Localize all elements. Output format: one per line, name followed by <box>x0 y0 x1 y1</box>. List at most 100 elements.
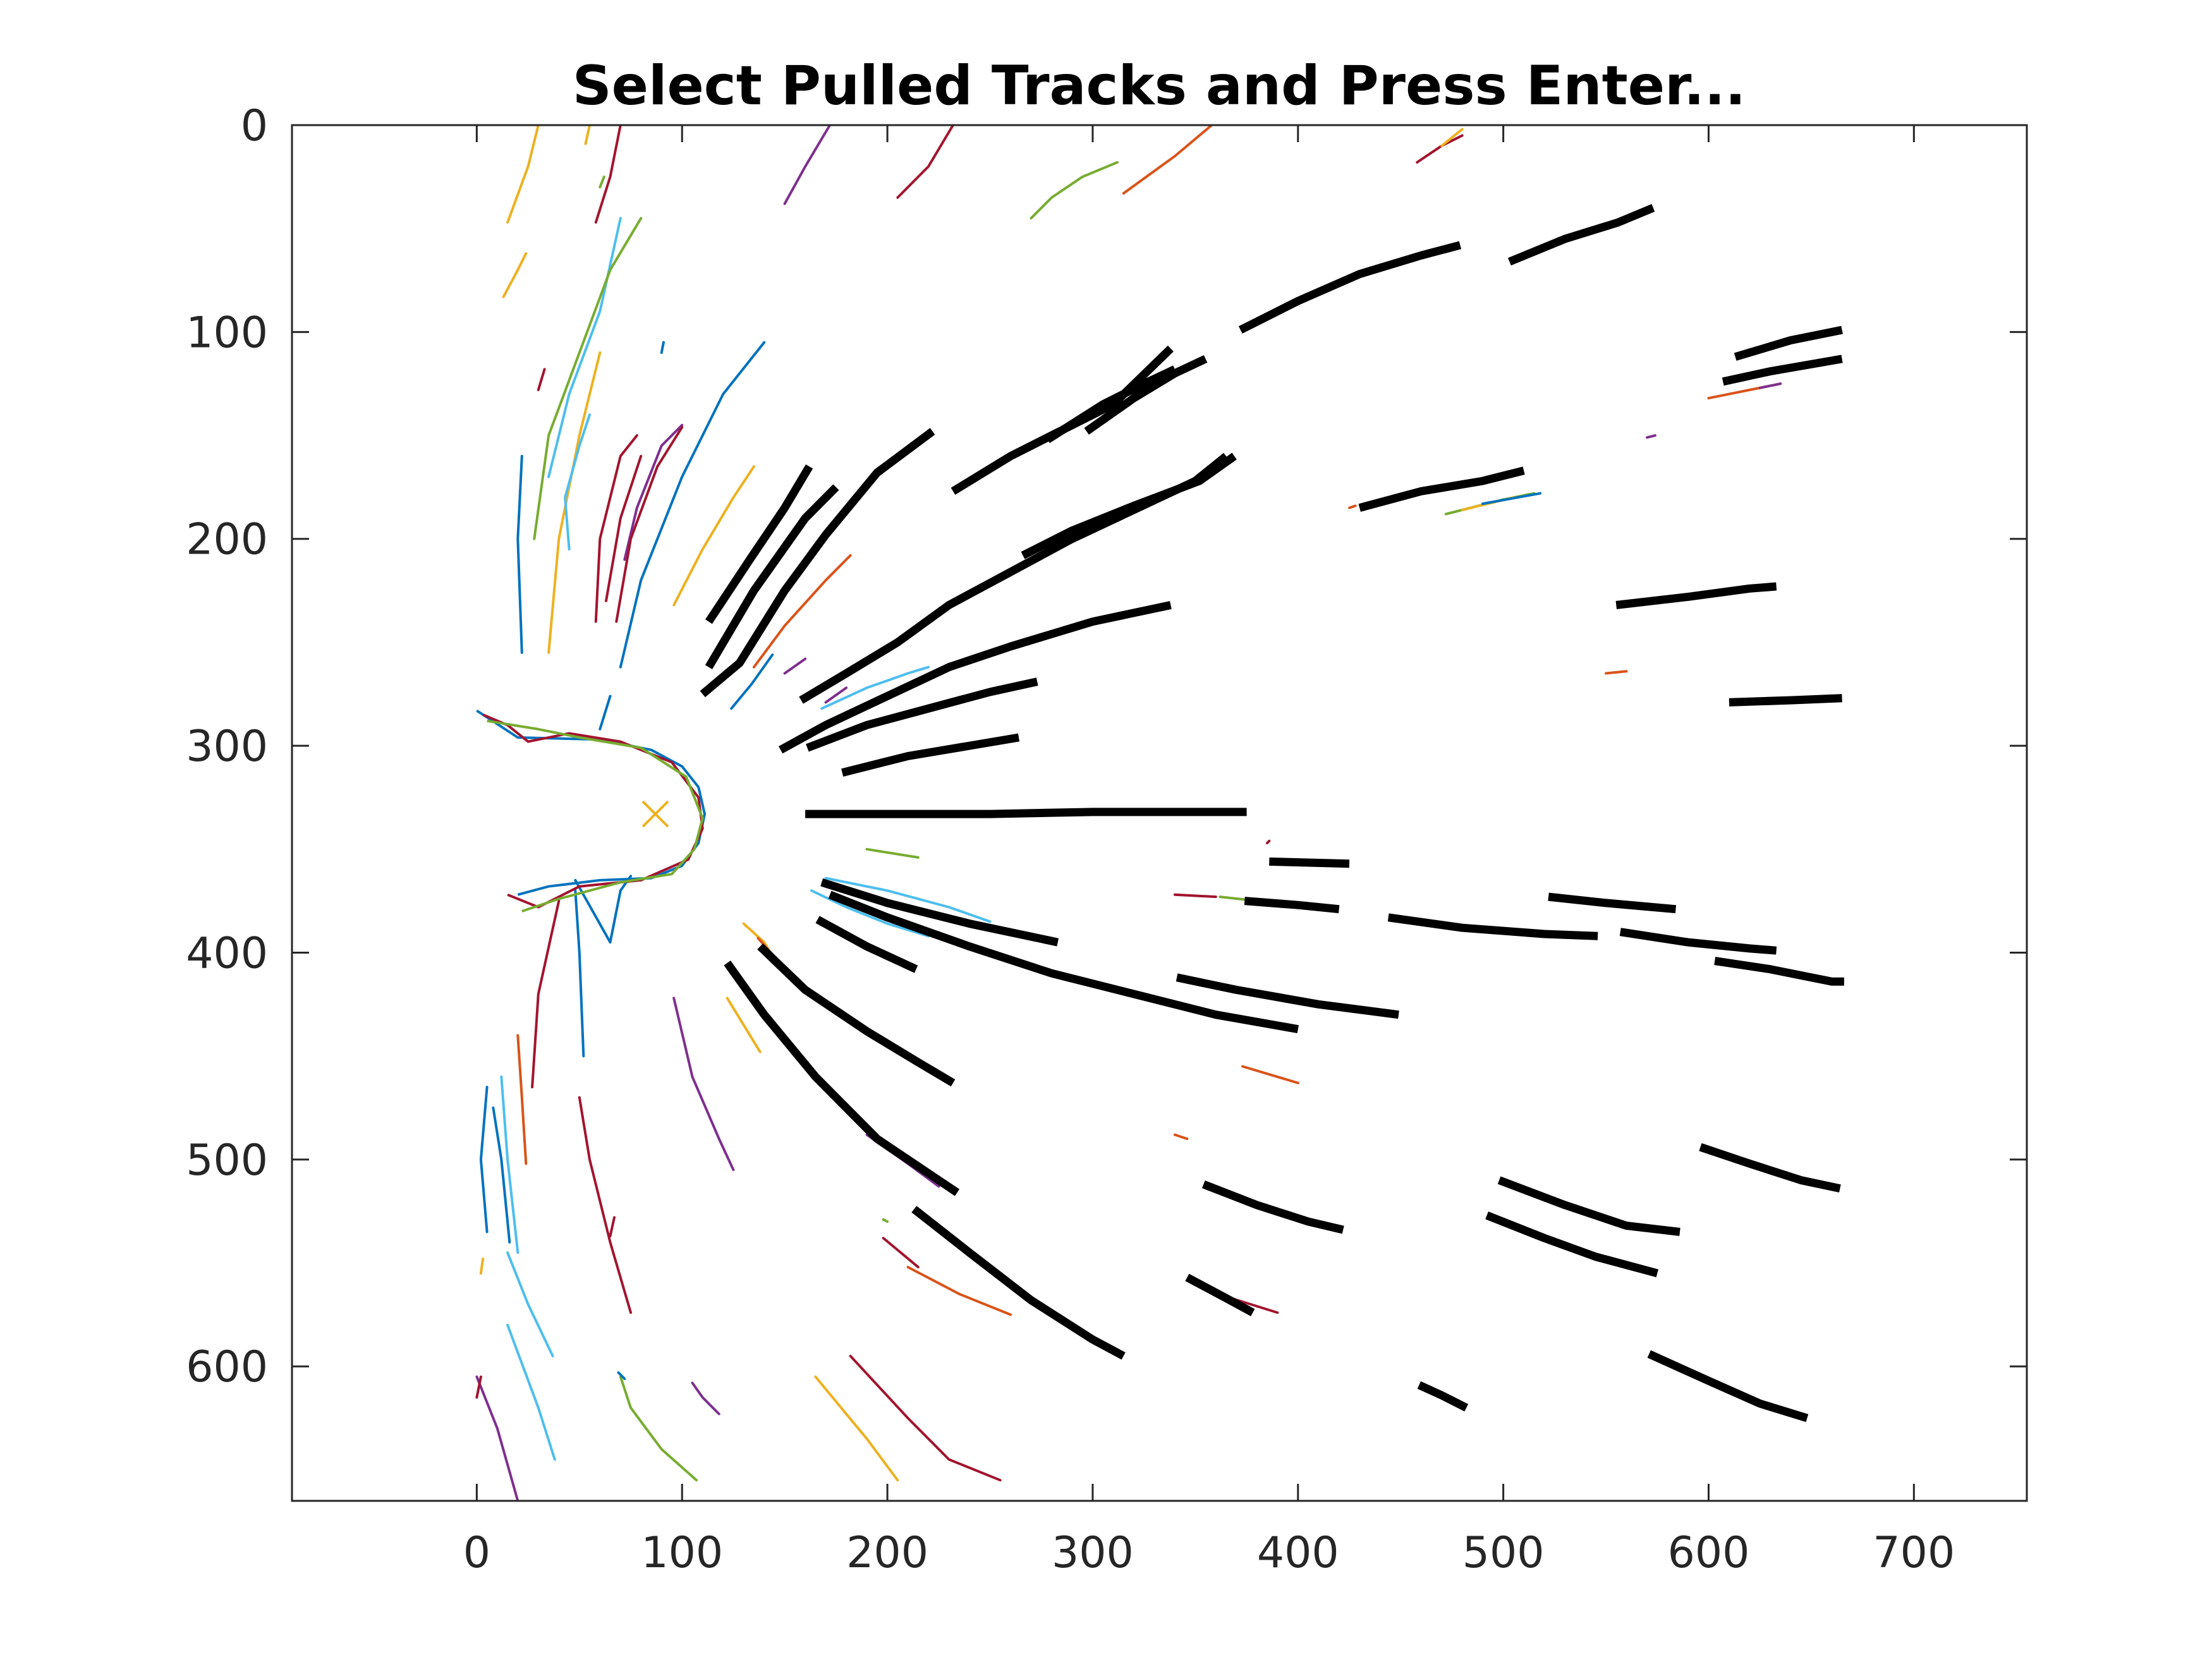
track-line-29[interactable] <box>810 889 930 938</box>
selected-track-22[interactable] <box>1244 897 1340 914</box>
selected-track-35[interactable] <box>1615 582 1777 609</box>
selected-track-30[interactable] <box>1485 1211 1658 1278</box>
selected-track-15[interactable] <box>828 890 1299 1034</box>
track-line-64[interactable] <box>475 1375 482 1399</box>
selected-tracks-layer[interactable] <box>700 203 1844 1422</box>
selected-track-21[interactable] <box>1269 857 1350 868</box>
selected-track-23[interactable] <box>1387 913 1598 940</box>
selected-track-11[interactable] <box>1238 241 1462 334</box>
track-line-11[interactable] <box>537 368 546 391</box>
selected-track-28[interactable] <box>1185 1273 1255 1316</box>
track-line-27[interactable] <box>820 665 930 710</box>
track-line-47[interactable] <box>599 695 612 731</box>
track-line-71[interactable] <box>906 1266 1012 1316</box>
track-line-2[interactable] <box>594 125 622 224</box>
track-line-15[interactable] <box>516 454 523 654</box>
track-line-9[interactable] <box>1440 128 1464 147</box>
selected-track-38[interactable] <box>1722 355 1843 386</box>
track-line-0[interactable] <box>506 125 540 224</box>
selected-track-18[interactable] <box>724 961 960 1196</box>
selected-track-14[interactable] <box>820 878 1059 947</box>
track-line-26[interactable] <box>783 657 807 675</box>
track-line-48[interactable] <box>574 875 632 944</box>
track-line-74[interactable] <box>849 1354 1002 1482</box>
track-line-51[interactable] <box>672 997 735 1172</box>
track-line-45[interactable] <box>1758 382 1782 389</box>
track-line-13[interactable] <box>533 217 643 540</box>
track-line-20[interactable] <box>615 426 684 623</box>
track-line-50[interactable] <box>574 889 585 1058</box>
selected-track-37[interactable] <box>1734 325 1843 361</box>
track-line-6[interactable] <box>1030 161 1119 220</box>
track-line-7[interactable] <box>1122 125 1213 195</box>
track-line-31[interactable] <box>865 847 920 859</box>
selected-track-17[interactable] <box>757 943 956 1087</box>
track-line-23[interactable] <box>672 465 755 607</box>
track-line-42[interactable] <box>1348 504 1357 509</box>
track-line-61[interactable] <box>479 1258 485 1275</box>
selected-track-6[interactable] <box>841 733 1020 777</box>
track-line-58[interactable] <box>492 1107 511 1244</box>
track-line-36[interactable] <box>1241 1065 1299 1084</box>
selected-track-33[interactable] <box>1647 1350 1809 1422</box>
track-line-41[interactable] <box>1481 492 1542 506</box>
track-line-54[interactable] <box>726 997 762 1053</box>
selected-track-8[interactable] <box>1021 452 1237 559</box>
selected-track-5[interactable] <box>806 677 1038 752</box>
track-line-3[interactable] <box>599 175 605 189</box>
track-line-17[interactable] <box>594 434 638 623</box>
track-line-57[interactable] <box>516 1034 528 1165</box>
track-line-30[interactable] <box>824 876 992 923</box>
track-line-1[interactable] <box>584 125 591 145</box>
track-line-67[interactable] <box>617 1371 626 1380</box>
track-line-21[interactable] <box>619 341 766 669</box>
track-line-63[interactable] <box>475 1375 520 1501</box>
track-line-70[interactable] <box>882 1218 889 1223</box>
track-line-5[interactable] <box>896 125 954 199</box>
track-line-24[interactable] <box>752 554 852 669</box>
selected-track-0[interactable] <box>700 428 935 698</box>
selected-track-29[interactable] <box>1497 1176 1680 1236</box>
selected-track-13[interactable] <box>805 808 1247 818</box>
track-line-37[interactable] <box>1173 1133 1189 1141</box>
track-line-43[interactable] <box>1646 434 1656 439</box>
tracks-layer[interactable] <box>475 125 1782 1501</box>
selected-track-19[interactable] <box>911 1206 1126 1360</box>
selected-track-24[interactable] <box>1548 892 1677 914</box>
track-line-55[interactable] <box>479 1086 489 1234</box>
selected-track-9[interactable] <box>1045 365 1177 444</box>
selected-track-25[interactable] <box>1619 928 1777 955</box>
track-line-72[interactable] <box>882 1237 920 1269</box>
track-line-33[interactable] <box>1173 893 1217 899</box>
track-line-73[interactable] <box>814 1375 899 1482</box>
track-line-22[interactable] <box>660 341 665 355</box>
track-line-18[interactable] <box>605 454 643 602</box>
track-line-25[interactable] <box>730 653 774 710</box>
selected-track-1[interactable] <box>705 484 839 670</box>
track-line-35[interactable] <box>1266 839 1271 844</box>
selected-track-12[interactable] <box>1507 203 1655 266</box>
selected-track-16[interactable] <box>815 916 918 973</box>
track-line-19[interactable] <box>623 423 684 561</box>
selected-track-20[interactable] <box>1176 973 1399 1019</box>
selected-track-31[interactable] <box>1699 1143 1841 1193</box>
selected-track-26[interactable] <box>1714 957 1844 986</box>
track-line-56[interactable] <box>500 1075 520 1254</box>
track-line-59[interactable] <box>578 1096 632 1314</box>
track-line-65[interactable] <box>506 1323 556 1461</box>
track-line-12[interactable] <box>547 217 622 478</box>
selected-track-32[interactable] <box>1417 1381 1469 1412</box>
track-line-60[interactable] <box>609 1216 616 1237</box>
track-line-16[interactable] <box>564 413 591 551</box>
track-line-10[interactable] <box>502 252 528 298</box>
track-line-68[interactable] <box>691 1381 720 1416</box>
selected-track-2[interactable] <box>705 464 813 624</box>
selected-track-36[interactable] <box>1729 694 1842 707</box>
track-line-46[interactable] <box>1605 670 1628 675</box>
track-line-28[interactable] <box>824 686 848 704</box>
selected-track-10[interactable] <box>1084 355 1208 435</box>
selected-track-34[interactable] <box>1358 466 1525 512</box>
track-line-49[interactable] <box>531 899 561 1089</box>
track-line-66[interactable] <box>619 1375 698 1482</box>
